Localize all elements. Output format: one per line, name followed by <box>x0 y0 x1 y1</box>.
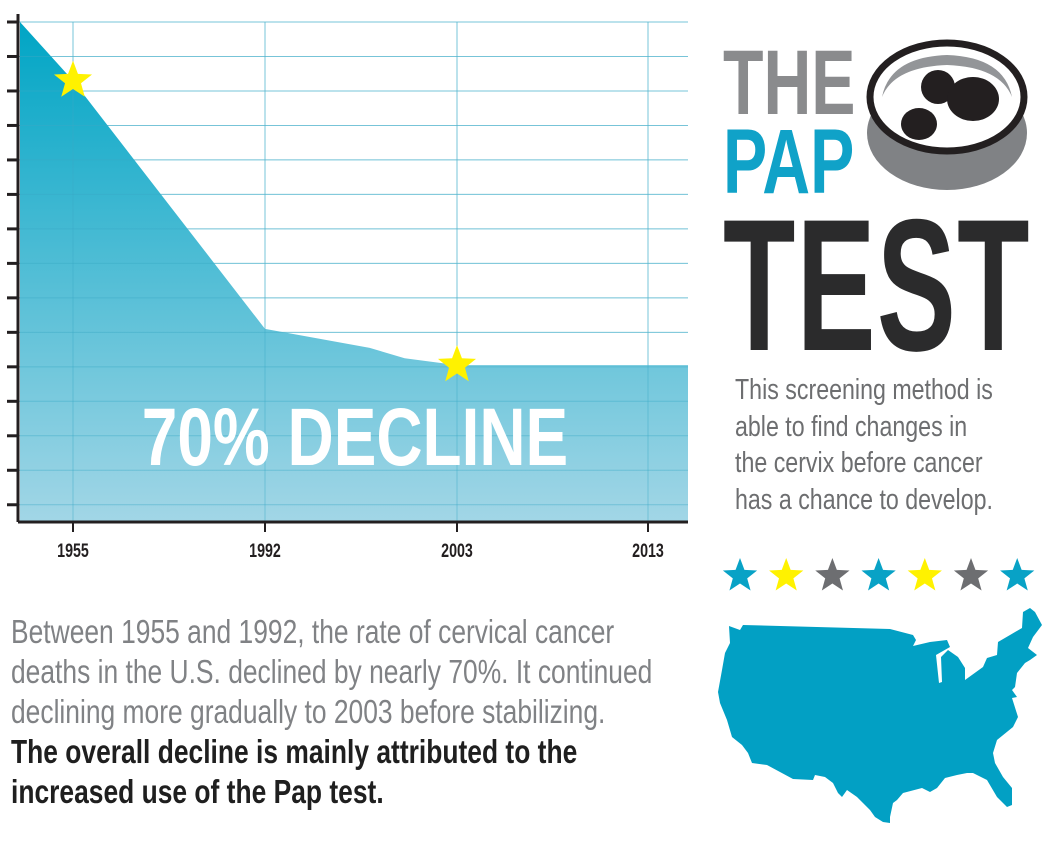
x-tick-label: 2003 <box>441 540 473 561</box>
summary-bold-line: increased use of the Pap test. <box>11 773 384 810</box>
title-pap-text: PAP <box>723 111 855 213</box>
highlight-star-marker <box>53 60 93 97</box>
title-the-text: THE <box>723 32 856 134</box>
star-icon <box>1000 558 1035 591</box>
decline-annotation: 70% DECLINE <box>142 390 568 483</box>
x-tick-label: 1992 <box>249 540 281 561</box>
x-tick-label: 1955 <box>57 540 89 561</box>
description-line: the cervix before cancer <box>735 447 983 479</box>
star-icon <box>815 558 850 591</box>
title-test-text: TEST <box>723 180 1031 390</box>
star-icon <box>861 558 896 591</box>
title-test: TEST <box>723 180 1058 390</box>
title-pap: PAP <box>723 111 905 213</box>
usa-map-icon <box>718 608 1042 823</box>
star-icon <box>907 558 942 591</box>
summary-text: Between 1955 and 1992, the rate of cervi… <box>11 612 652 812</box>
x-tick-label: 2013 <box>632 540 664 561</box>
summary-bold-line: The overall decline is mainly attributed… <box>11 733 578 770</box>
description-line: This screening method is <box>735 374 993 406</box>
description-line: able to find changes in <box>735 410 968 443</box>
decline-chart: 70% DECLINE 1955 1992 2003 2013 <box>7 14 688 562</box>
star-icon <box>953 558 989 591</box>
star-row <box>722 558 1035 591</box>
summary-line: Between 1955 and 1992, the rate of cervi… <box>11 613 615 650</box>
star-icon <box>769 558 804 591</box>
petri-dish-icon <box>866 39 1028 190</box>
star-icon <box>722 558 758 591</box>
title-the: THE <box>723 32 907 134</box>
screening-description: This screening method is able to find ch… <box>735 372 1039 518</box>
description-line: has a chance to develop. <box>735 483 993 516</box>
summary-line: declining more gradually to 2003 before … <box>11 693 606 730</box>
area-series <box>20 22 688 522</box>
summary-line: deaths in the U.S. declined by nearly 70… <box>11 653 653 690</box>
highlight-star-marker <box>437 345 477 382</box>
